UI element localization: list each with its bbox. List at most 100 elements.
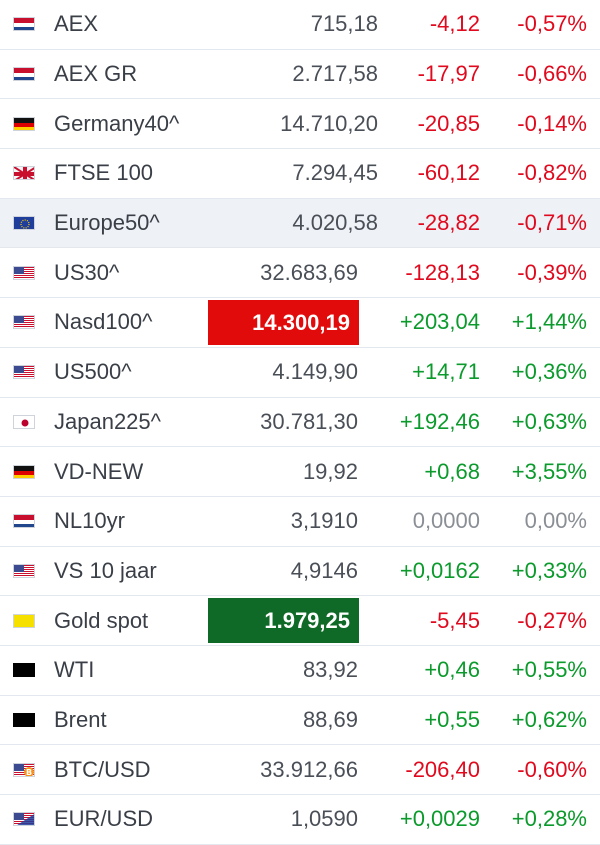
quote-row[interactable]: AEX GR 2.717,58 -17,97 -0,66% [0,49,600,100]
change-percent: +0,28% [511,806,587,832]
change-value: -4,12 [429,11,480,37]
netherlands-flag-icon [13,67,35,82]
instrument-name[interactable]: VD-NEW [54,458,144,484]
instrument-name[interactable]: Europe50^ [54,210,160,236]
change-percent: +0,33% [511,557,587,583]
change-value: -28,82 [417,210,480,236]
last-price: 14.300,19 [252,309,350,335]
gold-swatch-icon [13,613,35,628]
change-value: -5,45 [429,607,480,633]
instrument-name[interactable]: US500^ [54,359,132,385]
eu-flag-icon [13,216,35,231]
oil-barrel-icon [13,663,35,678]
change-percent: -0,57% [517,11,587,37]
last-price: 32.683,69 [260,259,358,285]
us-flag-icon [13,563,35,578]
quote-row[interactable]: AEX 715,18 -4,12 -0,57% [0,0,600,50]
quote-row[interactable]: Europe50^ 4.020,58 -28,82 -0,71% [0,198,600,249]
last-price: 4.149,90 [272,359,358,385]
last-price: 7.294,45 [292,160,378,186]
instrument-name[interactable]: AEX GR [54,61,138,87]
instrument-name[interactable]: Japan225^ [54,408,161,434]
change-percent: 0,00% [524,508,587,534]
last-price: 30.781,30 [260,408,358,434]
uk-flag-icon [13,166,35,181]
change-percent: -0,66% [517,61,587,87]
instrument-name[interactable]: Brent [54,706,107,732]
change-value: +14,71 [412,359,480,385]
us-flag-icon [13,265,35,280]
change-percent: -0,27% [517,607,587,633]
quote-row[interactable]: VS 10 jaar 4,9146 +0,0162 +0,33% [0,546,600,597]
last-price: 715,18 [310,11,378,37]
instrument-name[interactable]: FTSE 100 [54,160,154,186]
instrument-name[interactable]: WTI [54,657,95,683]
change-value: +0,46 [424,657,480,683]
instrument-name[interactable]: Germany40^ [54,110,180,136]
quote-row[interactable]: NL10yr 3,1910 0,0000 0,00% [0,496,600,547]
quote-row[interactable]: WTI 83,92 +0,46 +0,55% [0,645,600,696]
last-price: 1.979,25 [264,607,350,633]
change-percent: +1,44% [511,309,587,335]
change-percent: -0,60% [517,756,587,782]
germany-flag-icon [13,116,35,131]
japan-flag-icon [13,414,35,429]
instrument-name[interactable]: VS 10 jaar [54,557,157,583]
quote-row[interactable]: EUR/USD 1,0590 +0,0029 +0,28% [0,795,600,845]
eur-usd-flag-icon [13,812,35,827]
change-percent: +0,62% [511,706,587,732]
last-price: 33.912,66 [260,756,358,782]
netherlands-flag-icon [13,17,35,32]
change-value: -60,12 [417,160,480,186]
quote-row[interactable]: Nasd100^ 14.300,19 +203,04 +1,44% [0,298,600,348]
instrument-name[interactable]: Nasd100^ [54,309,153,335]
last-price: 83,92 [302,657,358,683]
quote-row[interactable]: Gold spot 1.979,25 -5,45 -0,27% [0,596,600,646]
last-price: 14.710,20 [280,110,378,136]
svg-text:B: B [26,768,32,777]
change-value: 0,0000 [412,508,480,534]
quote-row[interactable]: B BTC/USD 33.912,66 -206,40 -0,60% [0,745,600,795]
change-value: +0,0029 [399,806,480,832]
germany-flag-icon [13,464,35,479]
change-percent: -0,71% [517,210,587,236]
change-value: +192,46 [399,408,480,434]
quote-row[interactable]: FTSE 100 7.294,45 -60,12 -0,82% [0,149,600,199]
quote-row[interactable]: VD-NEW 19,92 +0,68 +3,55% [0,447,600,497]
instrument-name[interactable]: AEX [54,11,99,37]
last-price: 19,92 [302,458,358,484]
last-price: 4,9146 [290,557,358,583]
last-price-flash: 14.300,19 [208,300,359,346]
last-price: 4.020,58 [292,210,378,236]
quote-row[interactable]: Brent 88,69 +0,55 +0,62% [0,695,600,746]
us-flag-icon [13,315,35,330]
change-value: +0,55 [424,706,480,732]
last-price: 3,1910 [290,508,358,534]
last-price-flash: 1.979,25 [208,598,359,644]
change-value: +203,04 [399,309,480,335]
us-flag-icon [13,365,35,380]
change-value: +0,0162 [399,557,480,583]
last-price: 1,0590 [290,806,358,832]
change-value: +0,68 [424,458,480,484]
last-price: 2.717,58 [292,61,378,87]
quote-row[interactable]: Germany40^ 14.710,20 -20,85 -0,14% [0,99,600,150]
change-percent: -0,14% [517,110,587,136]
change-percent: -0,82% [517,160,587,186]
instrument-name[interactable]: BTC/USD [54,756,151,782]
quote-row[interactable]: US30^ 32.683,69 -128,13 -0,39% [0,248,600,299]
change-value: -20,85 [417,110,480,136]
instrument-name[interactable]: Gold spot [54,607,149,633]
last-price: 88,69 [302,706,358,732]
instrument-name[interactable]: US30^ [54,259,120,285]
btc-usd-flag-icon: B [13,762,35,777]
netherlands-flag-icon [13,514,35,529]
instrument-name[interactable]: NL10yr [54,508,125,534]
instrument-name[interactable]: EUR/USD [54,806,154,832]
change-percent: +3,55% [511,458,587,484]
quote-row[interactable]: US500^ 4.149,90 +14,71 +0,36% [0,347,600,398]
quote-row[interactable]: Japan225^ 30.781,30 +192,46 +0,63% [0,397,600,448]
change-value: -128,13 [405,259,480,285]
change-percent: -0,39% [517,259,587,285]
